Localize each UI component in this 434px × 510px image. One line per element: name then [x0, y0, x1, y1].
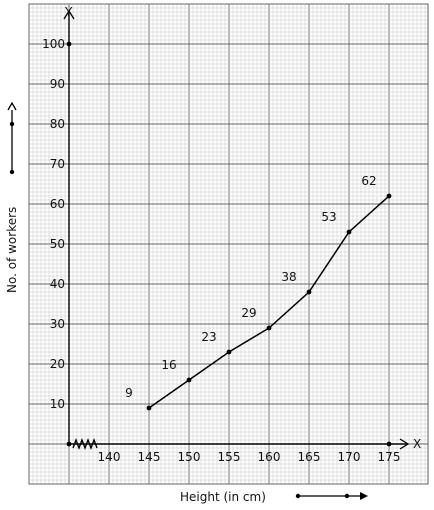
y-axis-title: No. of workers	[5, 207, 19, 293]
y-axis-top-point	[66, 41, 72, 47]
data-label: 62	[361, 174, 376, 188]
tick-labels: 140 145 150 155 160 165 170 175 10 20 30 40 50 60 70 80…	[42, 37, 400, 464]
x-tick-label: 150	[178, 450, 201, 464]
data-point	[386, 193, 392, 199]
data-point	[146, 405, 152, 411]
x-axis-end-point	[386, 441, 392, 447]
y-tick-label: 80	[50, 117, 65, 131]
x-tick-label: 155	[218, 450, 241, 464]
data-label: 23	[201, 330, 216, 344]
grid	[28, 3, 428, 485]
data-labels: 9 16 23 29 38 53 62	[125, 174, 376, 400]
x-tick-label: 175	[378, 450, 401, 464]
data-point	[306, 289, 312, 295]
data-point	[266, 325, 272, 331]
origin-point	[66, 441, 72, 447]
series	[146, 193, 392, 411]
data-point	[186, 377, 192, 383]
y-tick-label: 50	[50, 237, 65, 251]
y-tick-label: 30	[50, 317, 65, 331]
y-tick-label: 100	[42, 37, 65, 51]
y-axis-arrowhead	[63, 9, 75, 20]
data-point	[346, 229, 352, 235]
x-tick-label: 170	[338, 450, 361, 464]
x-axis-title: Height (in cm)	[180, 490, 266, 504]
data-label: 38	[281, 270, 296, 284]
y-tick-label: 20	[50, 357, 65, 371]
x-axis-name: X	[413, 437, 421, 451]
y-tick-label: 10	[50, 397, 65, 411]
y-tick-label: 90	[50, 77, 65, 91]
x-tick-label: 145	[138, 450, 161, 464]
data-label: 29	[241, 306, 256, 320]
data-label: 16	[161, 358, 176, 372]
y-direction-arrow	[7, 101, 17, 175]
y-tick-label: 70	[50, 157, 65, 171]
y-axis-name: Y	[64, 5, 73, 19]
data-label: 9	[125, 386, 133, 400]
y-tick-label: 40	[50, 277, 65, 291]
x-axis-break	[72, 438, 98, 450]
y-tick-label: 60	[50, 197, 65, 211]
x-axis-arrowhead	[399, 438, 410, 450]
axes	[63, 9, 410, 450]
x-tick-label: 160	[258, 450, 281, 464]
data-point	[226, 349, 232, 355]
x-direction-arrow	[295, 492, 368, 500]
x-tick-label: 140	[98, 450, 121, 464]
x-tick-label: 165	[298, 450, 321, 464]
data-label: 53	[321, 210, 336, 224]
